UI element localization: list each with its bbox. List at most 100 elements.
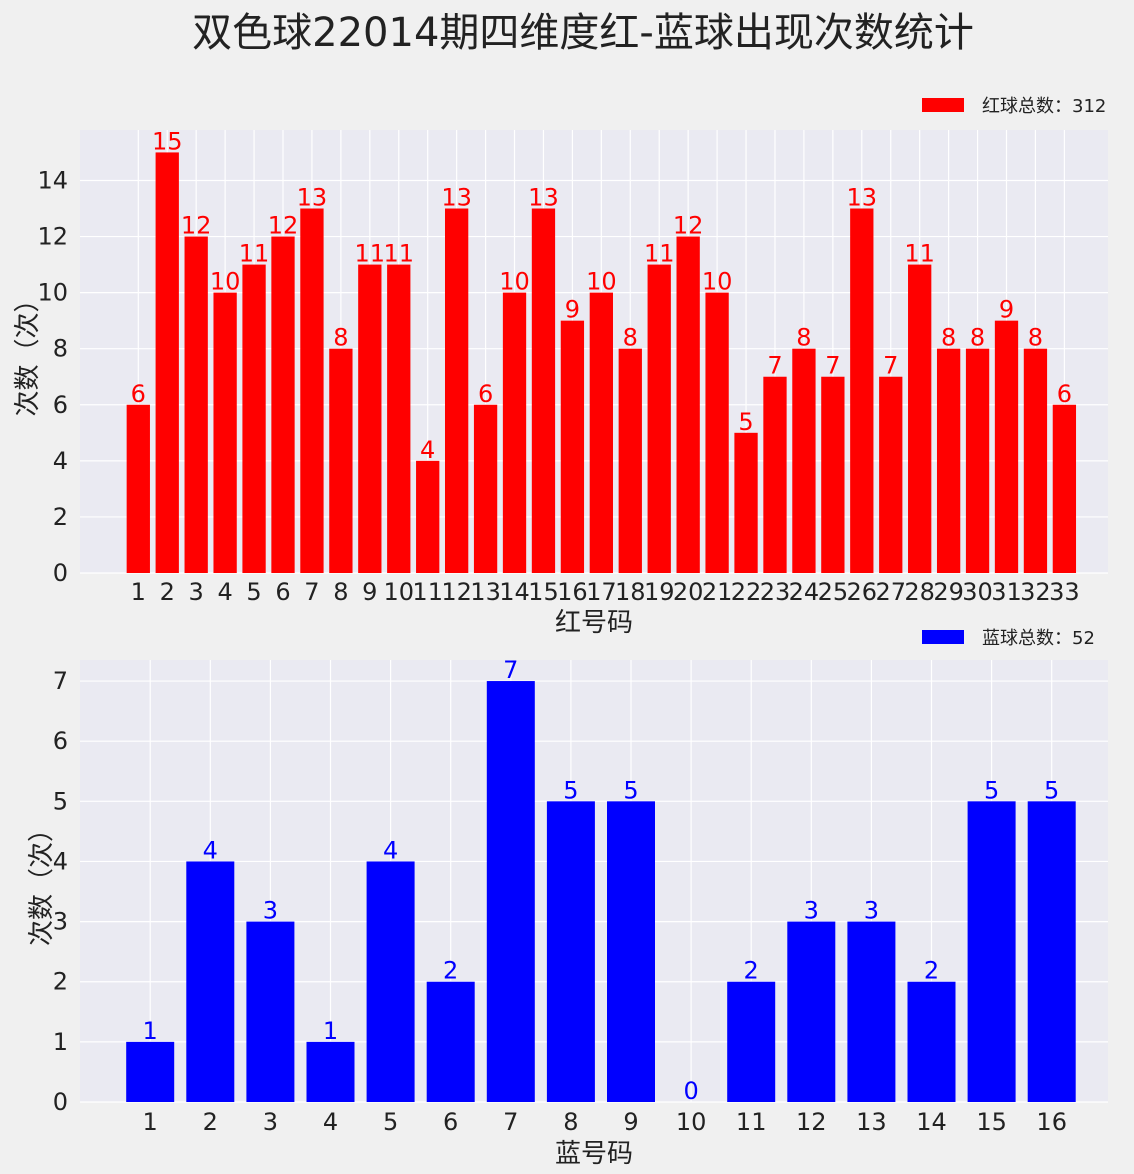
bar xyxy=(850,208,874,573)
bar xyxy=(155,152,179,574)
bar xyxy=(734,432,758,573)
red-legend-swatch xyxy=(922,98,964,112)
bar xyxy=(306,1041,355,1102)
bar-value-label: 5 xyxy=(623,776,638,804)
bar xyxy=(126,1041,175,1102)
bar xyxy=(936,348,961,573)
bar xyxy=(358,264,382,573)
bar-value-label: 2 xyxy=(924,957,939,985)
bar-value-label: 1 xyxy=(323,1017,338,1045)
bar xyxy=(366,861,415,1102)
x-tick-label: 28 xyxy=(904,578,935,606)
bar xyxy=(246,921,295,1102)
x-tick-label: 30 xyxy=(962,578,993,606)
bar-value-label: 4 xyxy=(383,836,398,864)
blue-legend: 蓝球总数：52 xyxy=(922,628,1095,649)
bar-value-label: 3 xyxy=(804,897,819,925)
bar-value-label: 8 xyxy=(623,324,638,352)
bar xyxy=(560,320,585,573)
x-tick-label: 21 xyxy=(702,578,733,606)
x-tick-label: 32 xyxy=(1020,578,1051,606)
red-x-axis-label: 红号码 xyxy=(555,608,633,638)
bar xyxy=(486,681,535,1102)
x-tick-label: 2 xyxy=(160,578,175,606)
bar xyxy=(126,404,150,573)
x-tick-label: 24 xyxy=(789,578,820,606)
bar-value-label: 5 xyxy=(1044,776,1059,804)
y-tick-label: 10 xyxy=(37,279,68,307)
bar-value-label: 10 xyxy=(586,268,617,296)
bar xyxy=(387,264,411,573)
bar xyxy=(763,376,787,573)
bar xyxy=(186,861,235,1102)
blue-x-axis-label: 蓝号码 xyxy=(555,1139,633,1169)
bar-value-label: 12 xyxy=(268,212,299,240)
bar xyxy=(444,208,469,573)
y-tick-label: 6 xyxy=(53,391,68,419)
bar xyxy=(994,320,1019,573)
bar-value-label: 11 xyxy=(644,240,675,268)
x-tick-label: 4 xyxy=(323,1108,338,1136)
x-tick-label: 7 xyxy=(503,1108,518,1136)
bar-value-label: 11 xyxy=(383,240,414,268)
bar-value-label: 8 xyxy=(333,324,348,352)
bar-value-label: 7 xyxy=(767,352,782,380)
x-tick-label: 10 xyxy=(676,1108,707,1136)
y-tick-label: 2 xyxy=(53,968,68,996)
bar xyxy=(647,264,671,573)
y-tick-label: 14 xyxy=(37,166,68,194)
bar-value-label: 1 xyxy=(143,1017,158,1045)
red-y-ticks: 0 2 4 6 8 10 12 14 xyxy=(37,166,68,587)
bar xyxy=(426,981,475,1102)
bar-value-label: 13 xyxy=(441,184,472,212)
x-tick-label: 12 xyxy=(441,578,472,606)
x-tick-label: 3 xyxy=(263,1108,278,1136)
x-tick-label: 27 xyxy=(875,578,906,606)
bar xyxy=(473,404,498,573)
red-y-axis-label: 次数（次） xyxy=(13,286,43,416)
x-tick-label: 11 xyxy=(412,578,443,606)
y-tick-label: 8 xyxy=(53,335,68,363)
x-tick-label: 25 xyxy=(818,578,849,606)
red-legend: 红球总数：312 xyxy=(922,96,1106,117)
bar xyxy=(184,236,208,573)
x-tick-label: 31 xyxy=(991,578,1022,606)
bar xyxy=(531,208,556,573)
bar xyxy=(965,348,990,573)
bar-value-label: 8 xyxy=(970,324,985,352)
x-tick-label: 20 xyxy=(673,578,704,606)
x-tick-label: 23 xyxy=(760,578,791,606)
x-tick-label: 29 xyxy=(933,578,964,606)
y-tick-label: 4 xyxy=(53,847,68,875)
y-tick-label: 7 xyxy=(53,667,68,695)
bar xyxy=(676,236,700,573)
bar xyxy=(242,264,266,573)
bar xyxy=(907,981,956,1102)
x-tick-label: 6 xyxy=(275,578,290,606)
bar xyxy=(271,236,295,573)
x-tick-label: 16 xyxy=(1036,1108,1067,1136)
bar-value-label: 7 xyxy=(883,352,898,380)
bar xyxy=(705,292,729,573)
bar xyxy=(967,801,1016,1102)
bar-value-label: 4 xyxy=(420,436,435,464)
red-ball-panel: 6151210111213811114136101391081112105787… xyxy=(13,96,1108,638)
bar xyxy=(792,348,816,573)
bar xyxy=(1027,801,1076,1102)
y-tick-label: 6 xyxy=(53,727,68,755)
x-tick-label: 4 xyxy=(217,578,232,606)
blue-legend-swatch xyxy=(922,630,964,644)
x-tick-label: 8 xyxy=(333,578,348,606)
y-tick-label: 5 xyxy=(53,787,68,815)
x-tick-label: 22 xyxy=(731,578,762,606)
bar xyxy=(589,292,613,573)
bar-value-label: 8 xyxy=(796,324,811,352)
x-tick-label: 5 xyxy=(383,1108,398,1136)
bar xyxy=(821,376,845,573)
x-tick-label: 17 xyxy=(586,578,617,606)
bar xyxy=(1052,404,1077,573)
x-tick-label: 15 xyxy=(976,1108,1007,1136)
blue-legend-label: 蓝球总数：52 xyxy=(982,628,1095,649)
x-tick-label: 1 xyxy=(143,1108,158,1136)
